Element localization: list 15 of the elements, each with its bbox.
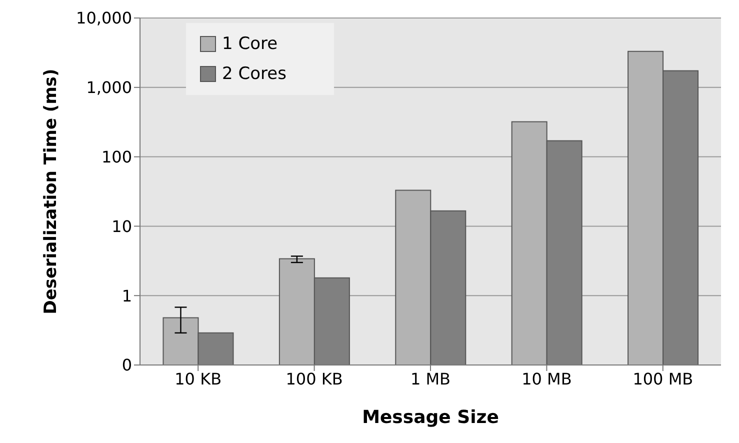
legend-label: 1 Core: [222, 34, 278, 54]
y-tick-label: 10,000: [76, 8, 132, 28]
x-tick-label: 100 MB: [632, 369, 694, 388]
x-tick-label: 1 MB: [410, 369, 451, 388]
legend-label: 2 Cores: [222, 64, 286, 84]
x-tick-label: 10 MB: [522, 369, 572, 388]
x-tick-label: 10 KB: [174, 369, 222, 388]
y-tick-label: 0: [122, 356, 132, 375]
y-tick-label: 100: [101, 147, 132, 166]
y-tick-label: 1: [122, 286, 132, 306]
y-tick-label: 10: [112, 216, 132, 236]
x-axis-title: Message Size: [362, 407, 499, 428]
y-tick-label: 1,000: [86, 78, 132, 98]
y-axis-title: Deserialization Time (ms): [41, 68, 62, 314]
x-tick-label: 100 KB: [286, 369, 343, 388]
